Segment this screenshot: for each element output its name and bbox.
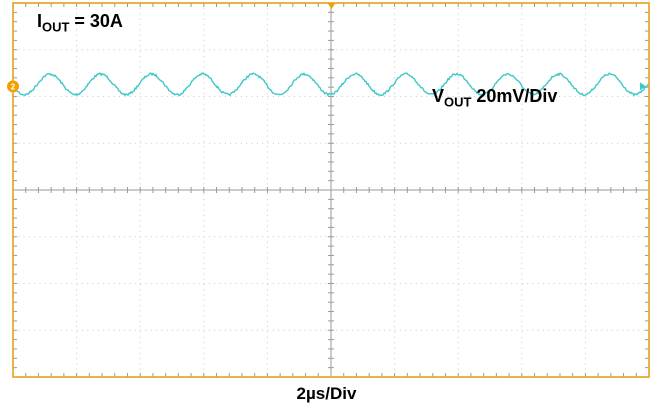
iout-annotation: IOUT = 30A xyxy=(37,11,123,35)
trigger-position-marker xyxy=(327,3,336,9)
oscilloscope-plot: 2 xyxy=(7,2,650,378)
ch2-trace xyxy=(12,72,650,97)
channel-marker-label: 2 xyxy=(11,83,16,92)
timebase-label: 2µs/Div xyxy=(296,384,357,403)
grid xyxy=(12,2,650,378)
vout-annotation: VOUT 20mV/Div xyxy=(432,86,558,110)
channel-marker xyxy=(7,80,19,93)
offscreen-trace-arrow xyxy=(640,82,646,91)
markers: 2 xyxy=(7,3,646,93)
trace-layer xyxy=(12,72,650,97)
